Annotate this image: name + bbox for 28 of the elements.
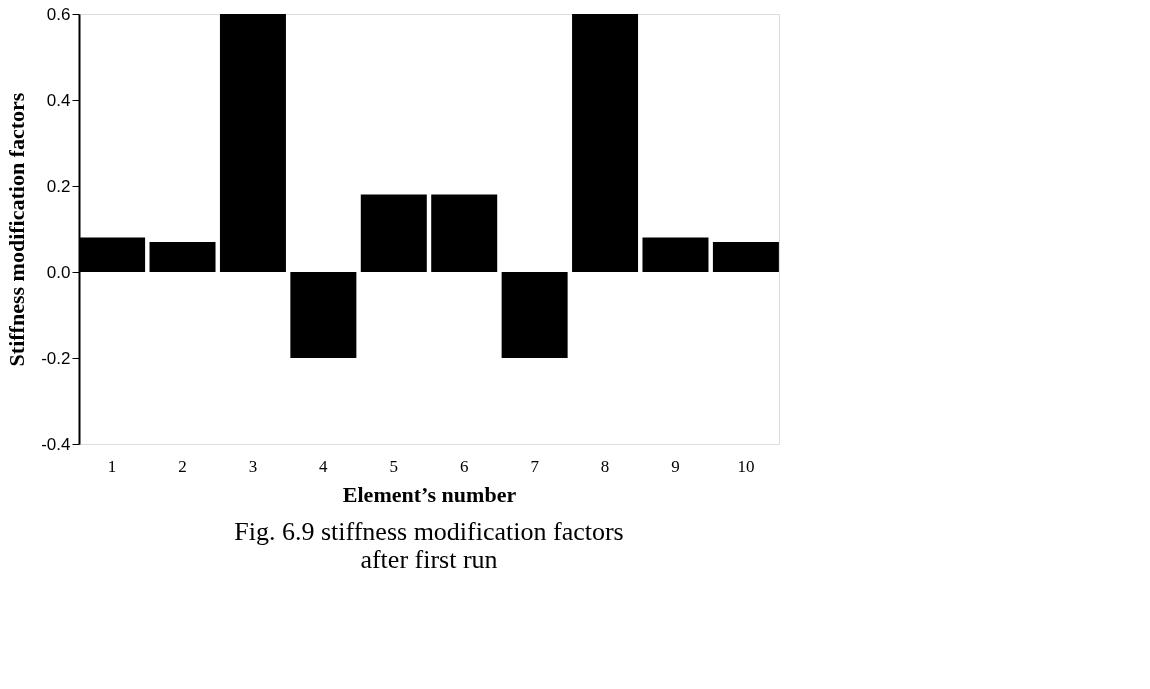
y-tick-label: 0.4 (46, 90, 71, 110)
y-tick-label: -0.2 (41, 348, 71, 368)
x-tick-label: 2 (178, 456, 187, 476)
x-tick-label: 8 (600, 456, 610, 476)
bar (431, 194, 498, 272)
y-tick-label: 0.0 (46, 262, 71, 282)
x-tick-label: 5 (389, 456, 399, 476)
bar (290, 272, 357, 358)
x-tick-label: 9 (671, 456, 680, 476)
bar (501, 272, 568, 358)
y-axis-title: Stiffness modification factors (4, 92, 30, 367)
bar (219, 14, 286, 272)
x-tick-label: 1 (107, 456, 117, 476)
x-tick-label: 4 (319, 456, 329, 476)
bar (149, 241, 216, 272)
bar (572, 14, 639, 272)
y-tick-label: -0.4 (41, 434, 71, 454)
x-axis-title: Element’s number (342, 481, 517, 507)
y-tick-label: 0.6 (46, 4, 71, 24)
x-tick-label: 7 (530, 456, 540, 476)
x-tick-label: 10 (737, 456, 755, 476)
y-tick-label: 0.2 (46, 176, 71, 196)
bar (360, 194, 427, 272)
bar (712, 241, 779, 272)
x-tick-label: 6 (459, 456, 469, 476)
bar (642, 237, 709, 272)
x-tick-label: 3 (248, 456, 258, 476)
text: Fig. 6.9 stiffness modification factors after first run (234, 517, 624, 574)
